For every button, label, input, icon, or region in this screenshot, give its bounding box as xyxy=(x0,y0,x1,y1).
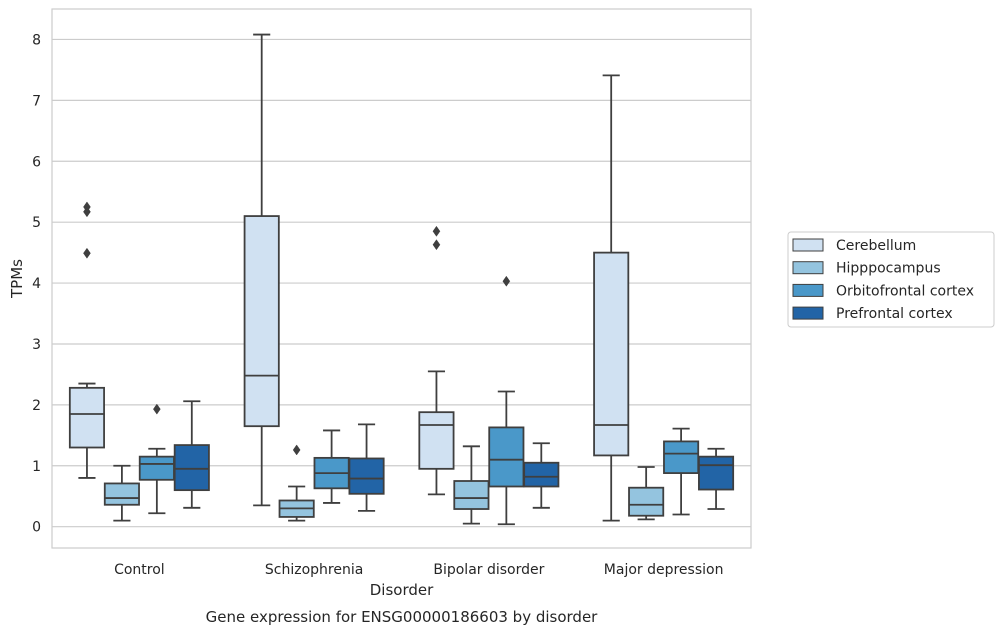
box-body xyxy=(348,457,385,495)
box xyxy=(628,466,665,521)
box-body xyxy=(593,251,630,457)
box-series xyxy=(68,33,735,526)
y-tick-label: 1 xyxy=(32,459,41,475)
chart-caption: Gene expression for ENSG00000186603 by d… xyxy=(206,608,599,626)
legend-swatch xyxy=(792,283,824,297)
legend-frame xyxy=(787,231,995,328)
box xyxy=(278,444,315,522)
box-body xyxy=(173,444,210,492)
box xyxy=(698,447,735,510)
box xyxy=(593,74,630,522)
y-tick-label: 8 xyxy=(32,32,41,48)
box xyxy=(103,464,140,522)
box-body xyxy=(138,455,175,481)
y-axis-label: TPMs xyxy=(8,259,26,299)
y-tick-label: 6 xyxy=(32,154,41,170)
box xyxy=(453,445,490,525)
box-body xyxy=(103,482,140,506)
x-tick-label: Control xyxy=(114,562,165,578)
y-tick-labels: 0 1 2 3 4 5 6 7 8 xyxy=(32,32,41,535)
legend-swatch xyxy=(792,238,824,252)
box-body xyxy=(698,455,735,491)
legend-label: Hipppocampus xyxy=(836,261,941,277)
outlier-point xyxy=(432,225,441,237)
y-tick-label: 7 xyxy=(32,93,41,109)
box-body xyxy=(488,426,525,488)
box xyxy=(243,33,280,507)
x-tick-label: Bipolar disorder xyxy=(433,562,544,578)
box xyxy=(138,403,175,515)
y-tick-label: 4 xyxy=(32,276,41,292)
box xyxy=(173,400,210,509)
box xyxy=(523,442,560,509)
box-body xyxy=(628,486,665,517)
outlier-point xyxy=(83,206,91,218)
x-tick-label: Schizophrenia xyxy=(265,562,363,578)
box xyxy=(663,427,700,516)
box xyxy=(488,275,525,526)
box-body xyxy=(453,480,490,510)
legend-swatch xyxy=(792,306,824,320)
legend-label: Orbitofrontal cortex xyxy=(836,283,974,299)
box-body xyxy=(68,386,105,449)
y-tick-label: 3 xyxy=(32,337,41,353)
plot-frame xyxy=(51,8,752,549)
legend-label: Cerebellum xyxy=(836,238,916,254)
legend: Cerebellum Hipppocampus Orbitofrontal cort… xyxy=(787,231,995,328)
box xyxy=(418,225,455,496)
box xyxy=(313,429,350,504)
x-axis-label: Disorder xyxy=(370,581,434,599)
box-body xyxy=(243,215,280,428)
x-tick-label: Major depression xyxy=(604,562,724,578)
y-tick-label: 5 xyxy=(32,215,41,231)
box xyxy=(68,201,105,479)
outlier-point xyxy=(83,247,91,259)
y-tick-label: 2 xyxy=(32,398,41,414)
box xyxy=(348,423,385,512)
outlier-point xyxy=(292,444,301,456)
box-body xyxy=(418,411,455,470)
outlier-point xyxy=(502,275,511,287)
legend-label: Prefrontal cortex xyxy=(836,306,953,322)
outlier-point xyxy=(432,239,441,251)
x-tick-labels: Control Schizophrenia Bipolar disorder Majo… xyxy=(114,562,723,578)
box-body xyxy=(663,440,700,474)
box-body xyxy=(523,461,560,488)
outlier-point xyxy=(153,403,161,415)
y-tick-label: 0 xyxy=(32,520,41,536)
legend-swatch xyxy=(792,261,824,275)
